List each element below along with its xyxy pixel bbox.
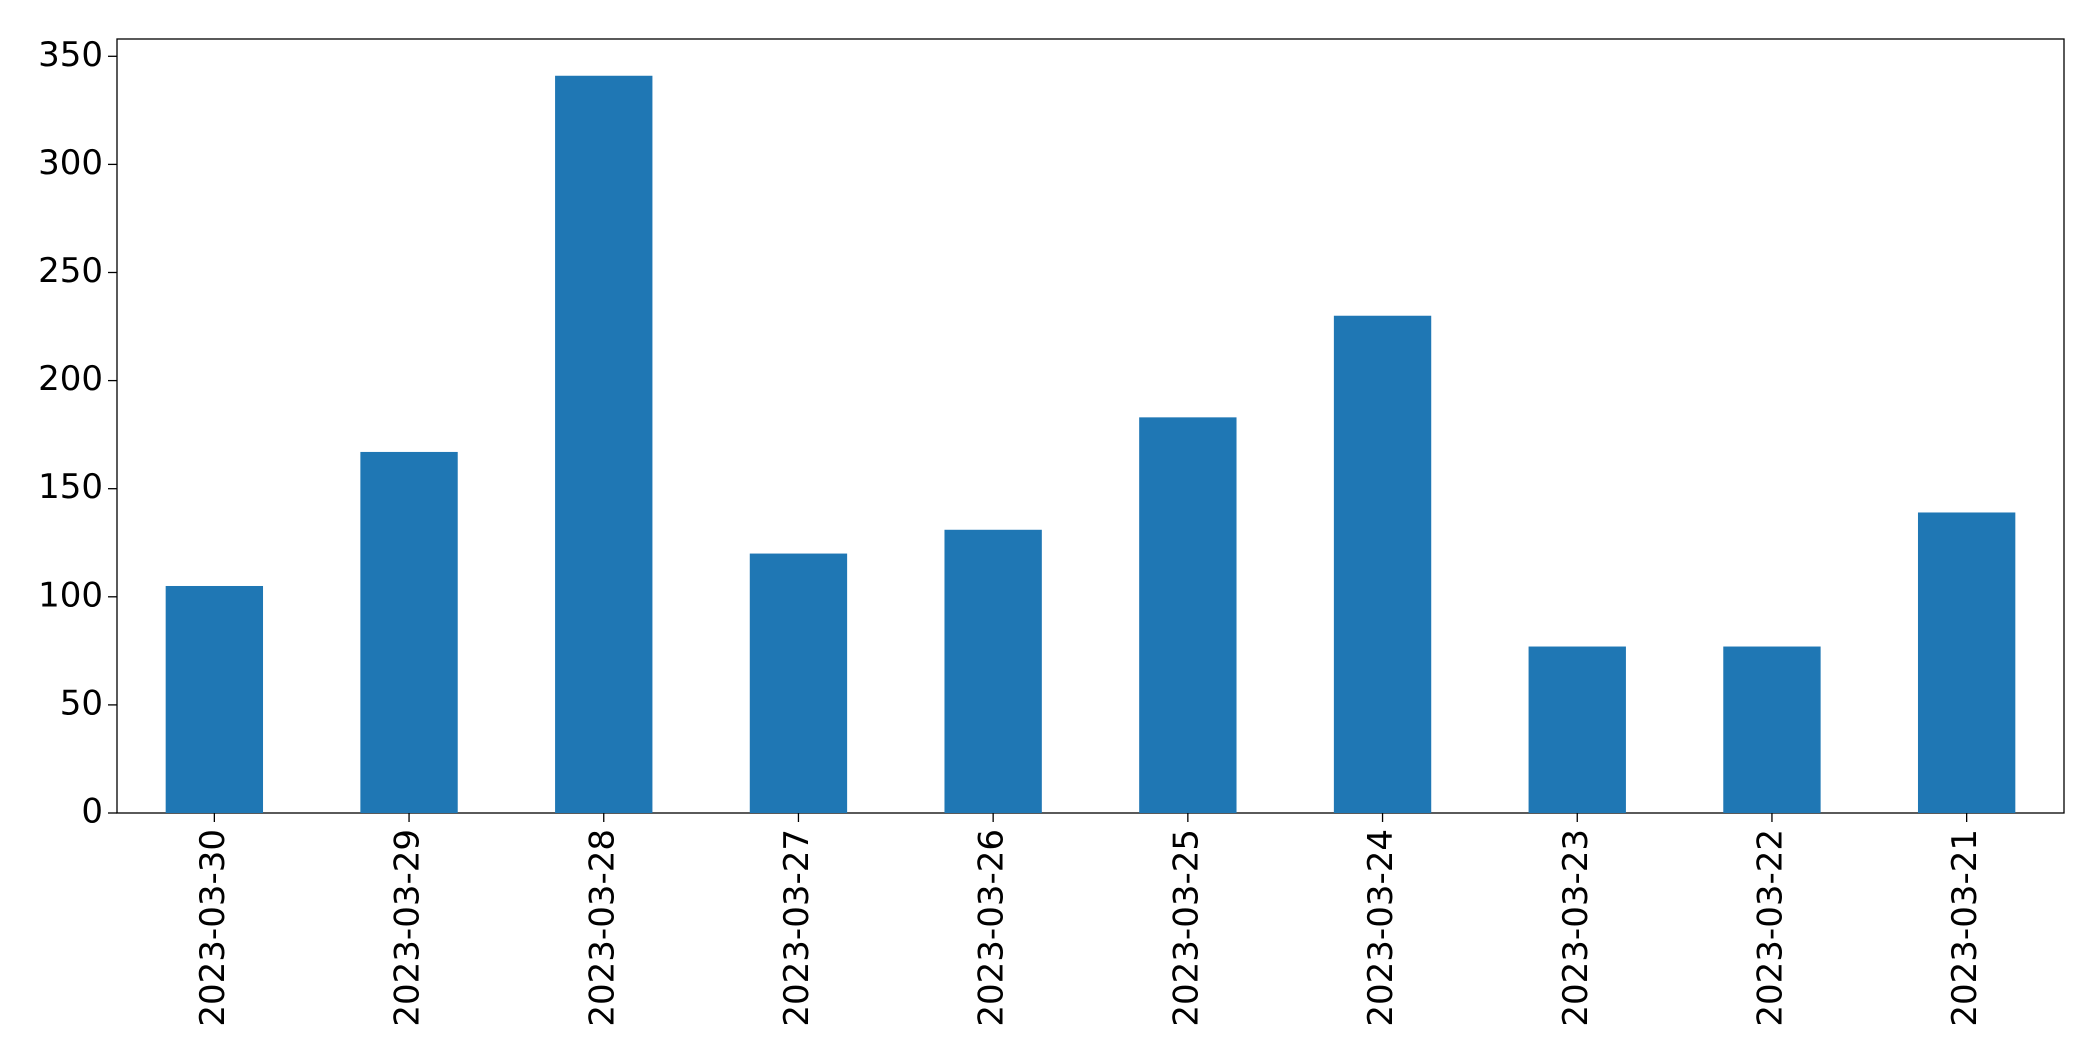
bar <box>1333 315 1432 813</box>
bar <box>749 553 848 813</box>
x-tick-label: 2023-03-25 <box>1166 829 1206 1027</box>
x-tick-label: 2023-03-29 <box>388 829 428 1027</box>
bar <box>165 585 264 813</box>
bar <box>1139 417 1237 813</box>
bar <box>944 529 1042 813</box>
bar <box>1528 646 1626 813</box>
bar <box>555 75 653 813</box>
x-tick-label: 2023-03-21 <box>1945 829 1985 1027</box>
x-tick-label: 2023-03-23 <box>1556 829 1596 1027</box>
x-tick-label: 2023-03-27 <box>777 829 817 1027</box>
x-tick-label: 2023-03-24 <box>1361 829 1401 1027</box>
y-tick-label: 50 <box>60 683 103 723</box>
y-tick-label: 150 <box>38 467 103 507</box>
bar <box>1723 646 1821 813</box>
plot-frame <box>116 38 2065 814</box>
y-tick-label: 300 <box>38 143 103 183</box>
y-tick-label: 100 <box>38 575 103 615</box>
y-tick-label: 0 <box>81 792 103 832</box>
x-tick-label: 2023-03-30 <box>193 829 233 1027</box>
y-tick-label: 200 <box>38 359 103 399</box>
bar <box>1917 512 2016 813</box>
y-tick-label: 250 <box>38 251 103 291</box>
x-tick-label: 2023-03-28 <box>582 829 622 1027</box>
x-tick-label: 2023-03-26 <box>972 829 1012 1027</box>
bar <box>360 451 458 813</box>
y-tick-label: 350 <box>38 35 103 75</box>
x-tick-label: 2023-03-22 <box>1750 829 1790 1027</box>
